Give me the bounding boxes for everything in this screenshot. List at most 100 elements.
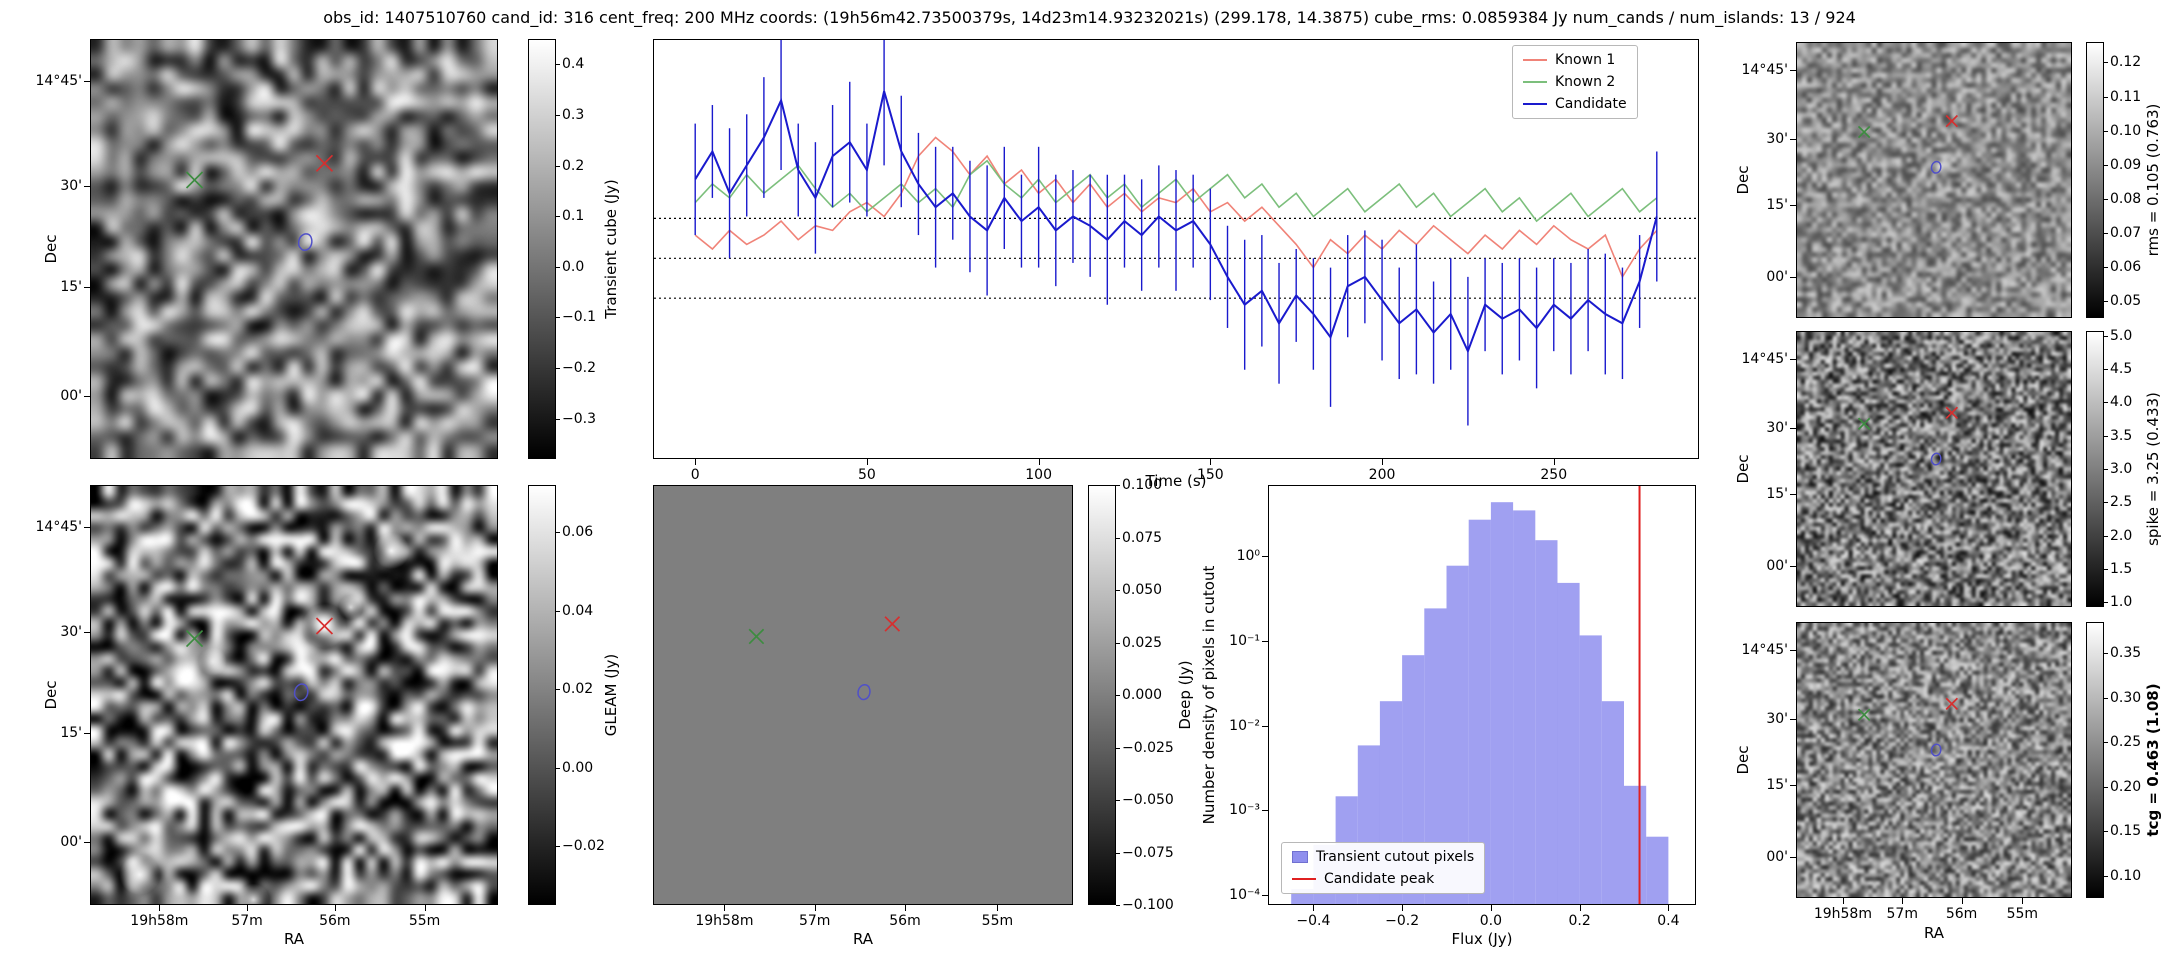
dec-tick-label: 14°45' [35, 73, 82, 89]
colorbar-tick-mark [556, 689, 560, 691]
time-tick-label: 150 [1196, 467, 1224, 483]
candidate-contour [1930, 452, 1942, 466]
colorbar-tick-label: −0.3 [562, 410, 596, 427]
colorbar-tick-mark [1116, 747, 1120, 749]
ra-axis-label: RA [1923, 924, 1945, 942]
density-tick-mark [1262, 556, 1268, 558]
colorbar-tick-label: 0.20 [2110, 778, 2142, 795]
colorbar-tick-mark [556, 216, 560, 218]
colorbar-tick-label: 0.15 [2110, 823, 2142, 840]
gleam-panel [90, 485, 498, 905]
ra-tick-mark [1961, 898, 1963, 904]
colorbar-tick-mark [1116, 485, 1120, 486]
colorbar-tick-label: −0.2 [562, 359, 596, 376]
flux-tick-mark [1313, 905, 1315, 911]
legend-line-swatch [1523, 81, 1547, 83]
dec-tick-label: 30' [1766, 710, 1788, 727]
colorbar-tick-label: 0.1 [562, 208, 585, 225]
colorbar-tick-mark [2104, 786, 2108, 788]
tcg-panel [1796, 622, 2072, 898]
time-tick-label: 100 [1025, 467, 1052, 483]
colorbar-tick-mark [2104, 435, 2108, 437]
dec-tick-label: 30' [60, 178, 82, 194]
colorbar-tick-mark [2104, 335, 2108, 337]
colorbar-tick-label: 0.10 [2110, 867, 2142, 884]
transient-cube-panel [90, 39, 498, 459]
deep-colorbar-label: Deep (Jy) [1176, 660, 1194, 730]
time-tick-mark [1038, 459, 1040, 465]
colorbar-tick-label: 4.5 [2110, 361, 2133, 377]
colorbar-tick-mark [2104, 875, 2108, 877]
colorbar-tick-mark [2104, 300, 2108, 302]
ra-tick-label: 56m [1945, 906, 1978, 922]
transient-cube-marker-overlay [185, 154, 334, 252]
ra-axis-label: RA [283, 930, 305, 948]
deep-image [654, 486, 1072, 904]
ra-tick-label: 57m [798, 913, 831, 929]
dec-tick-mark [84, 842, 90, 843]
dec-tick-label: 14°45' [35, 519, 82, 535]
ra-tick-label: 19h58m [1813, 906, 1872, 922]
flux-tick-mark [1490, 905, 1492, 911]
known-source-1-marker [1857, 417, 1871, 430]
colorbar-tick-mark [1116, 537, 1120, 539]
colorbar-tick-label: −0.1 [562, 309, 596, 326]
dec-tick-mark [1790, 138, 1796, 140]
colorbar-tick-label: −0.025 [1122, 739, 1174, 756]
dec-tick-label: 15' [1766, 485, 1788, 502]
colorbar-tick-label: 3.0 [2110, 461, 2133, 477]
histogram-bar [1646, 836, 1669, 904]
colorbar-tick-label: −0.100 [1122, 897, 1174, 913]
dec-axis-label: Dec [42, 680, 60, 710]
colorbar-tick-label: −0.075 [1122, 844, 1174, 861]
dec-tick-mark [1790, 358, 1796, 360]
legend-line-swatch [1292, 878, 1316, 880]
colorbar-tick-mark [1116, 695, 1120, 696]
ra-tick-label: 19h58m [695, 913, 754, 929]
flux-tick-mark [1668, 905, 1670, 911]
dec-tick-label: 15' [1766, 776, 1788, 793]
ra-tick-mark [905, 905, 906, 911]
dec-tick-label: 14°45' [1741, 641, 1788, 658]
legend-entry: Known 2 [1523, 74, 1627, 90]
tcg-marker-overlay [1857, 697, 1959, 757]
colorbar-tick-label: 0.06 [562, 524, 594, 541]
legend-entry: Candidate peak [1292, 871, 1474, 887]
density-tick-mark [1262, 641, 1268, 643]
tcg-colorbar-label: tcg = 0.463 (1.08) [2144, 683, 2162, 837]
histogram-bar [1624, 785, 1647, 904]
known-source-2-marker [1945, 406, 1959, 420]
colorbar-tick-label: 0.4 [562, 56, 585, 73]
dec-axis-label: Dec [1734, 454, 1752, 484]
candidate-contour [293, 683, 309, 702]
colorbar-tick-label: 0.0 [562, 258, 585, 275]
time-tick-label: 250 [1540, 467, 1568, 483]
density-tick-label: 10⁻¹ [1229, 633, 1260, 650]
colorbar-tick-label: 0.12 [2110, 54, 2142, 71]
colorbar-tick-mark [2104, 602, 2108, 604]
dec-tick-label: 00' [60, 834, 82, 850]
ra-tick-label: 57m [1886, 906, 1918, 922]
colorbar-tick-label: 0.11 [2110, 88, 2142, 105]
known-source-1-marker [1857, 708, 1871, 721]
colorbar-tick-mark [556, 266, 560, 268]
legend-patch-swatch [1292, 851, 1308, 863]
gleam-marker-overlay [185, 617, 334, 702]
histogram-bar [1579, 635, 1602, 904]
colorbar-tick-mark [2104, 569, 2108, 570]
spike-marker-overlay [1857, 406, 1959, 466]
candidate-contour [1930, 160, 1942, 174]
colorbar-tick-mark [1116, 800, 1120, 801]
colorbar-tick-mark [1116, 590, 1120, 591]
ra-tick-mark [1842, 898, 1844, 904]
known-source-1-marker [185, 171, 204, 189]
candidate-contour [1930, 743, 1942, 757]
legend-entry: Candidate [1523, 96, 1627, 112]
colorbar-tick-mark [2104, 198, 2108, 200]
colorbar-tick-label: −0.050 [1122, 792, 1174, 808]
dec-tick-label: 14°45' [1741, 61, 1788, 78]
known-source-2-marker [884, 616, 901, 632]
colorbar-tick-mark [2104, 831, 2108, 833]
legend-entry: Transient cutout pixels [1292, 849, 1474, 865]
